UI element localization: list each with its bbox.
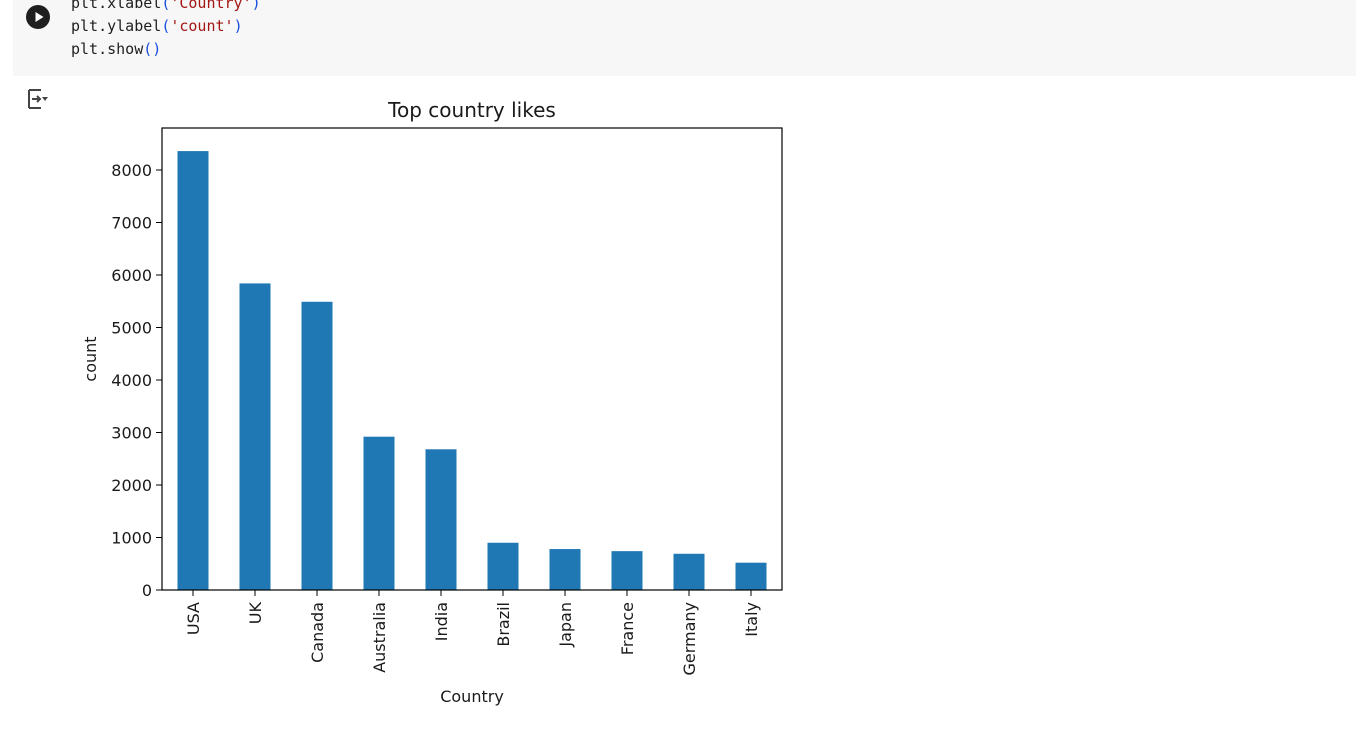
- x-tick-label: Brazil: [494, 602, 513, 647]
- code-line-2: plt.ylabel('count'): [71, 17, 243, 35]
- chart-title: Top country likes: [387, 98, 556, 122]
- x-tick-label: UK: [246, 601, 265, 624]
- x-tick-label: France: [618, 602, 637, 655]
- bar-brazil: [487, 542, 519, 590]
- bar-france: [611, 551, 643, 590]
- bar-canada: [301, 301, 333, 590]
- output-toggle-button[interactable]: [26, 86, 52, 112]
- y-tick-label: 5000: [111, 319, 152, 338]
- x-axis-label: Country: [440, 687, 504, 706]
- y-tick-label: 0: [142, 581, 152, 600]
- output-toggle-icon: [28, 89, 48, 109]
- code-editor[interactable]: plt.xlabel('Country') plt.ylabel('count'…: [71, 0, 261, 61]
- y-tick-label: 3000: [111, 424, 152, 443]
- bar-italy: [735, 562, 767, 590]
- x-tick-label: USA: [184, 602, 203, 635]
- x-ticks-group: USA UK Canada Australia India Brazil Japan Fran…: [184, 590, 761, 676]
- y-tick-label: 6000: [111, 266, 152, 285]
- y-tick-label: 7000: [111, 214, 152, 233]
- y-tick-label: 4000: [111, 371, 152, 390]
- bar-germany: [673, 553, 705, 590]
- play-circle-icon: [35, 12, 44, 22]
- run-cell-button[interactable]: [26, 5, 50, 29]
- x-tick-label: Germany: [680, 602, 699, 676]
- bar-uk: [239, 283, 271, 590]
- bar-australia: [363, 436, 395, 590]
- code-line-1: plt.xlabel('Country'): [71, 0, 261, 12]
- x-tick-label: Canada: [308, 602, 327, 663]
- y-ticks-group: 0 1000 2000 3000 4000 5000 6000 7000 8000: [111, 161, 162, 600]
- x-tick-label: India: [432, 602, 451, 641]
- x-tick-label: Japan: [556, 602, 575, 648]
- y-tick-label: 1000: [111, 529, 152, 548]
- y-tick-label: 2000: [111, 476, 152, 495]
- bar-japan: [549, 549, 581, 590]
- y-axis-label: count: [81, 336, 100, 381]
- y-tick-label: 8000: [111, 161, 152, 180]
- x-tick-label: Italy: [742, 602, 761, 637]
- bar-usa: [177, 151, 209, 590]
- bars-group: [177, 151, 767, 590]
- code-line-3: plt.show(): [71, 40, 162, 58]
- axes-frame: [161, 127, 783, 591]
- x-tick-label: Australia: [370, 602, 389, 673]
- code-cell[interactable]: [13, 0, 1356, 76]
- bar-india: [425, 449, 457, 590]
